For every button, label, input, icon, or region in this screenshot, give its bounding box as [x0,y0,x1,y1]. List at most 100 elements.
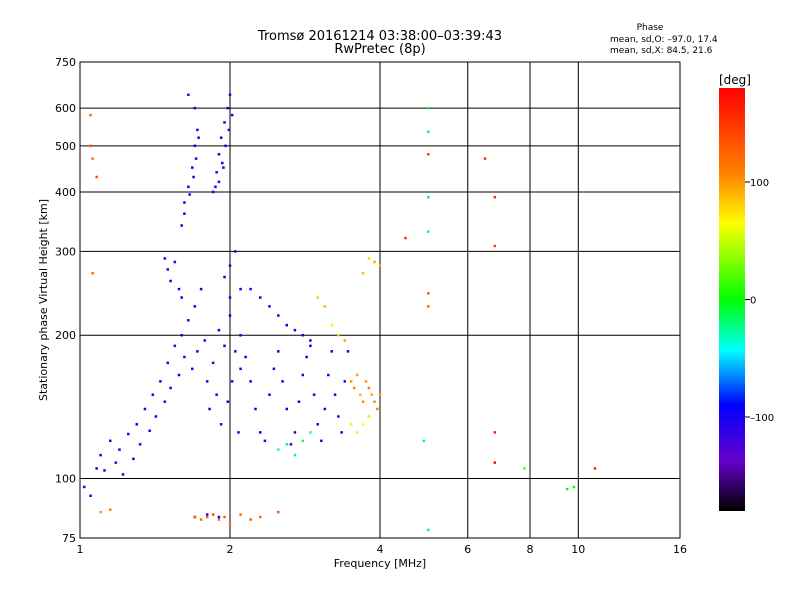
data-point [277,448,280,451]
data-point [355,373,359,377]
data-point [333,393,337,396]
colorbar-tick-label: 100 [750,178,769,189]
data-point [493,461,497,464]
data-point [249,518,252,521]
data-point [301,373,305,377]
colorbar-label: [deg] [719,73,751,87]
data-point [309,344,312,348]
data-point [316,296,319,299]
data-point [239,287,242,291]
data-point [285,443,289,446]
data-point [349,380,353,383]
data-point [272,367,276,371]
data-point [297,400,301,403]
data-point [108,508,112,511]
data-point [309,431,312,434]
data-points [83,93,597,532]
data-point [309,339,312,342]
data-point [169,279,172,283]
data-point [404,236,407,240]
data-point [219,423,223,426]
data-point [224,144,227,148]
y-tick-label: 100 [55,473,76,486]
colorbar-tick-label: –100 [750,413,774,424]
data-point [114,461,118,464]
data-point [289,443,293,446]
data-point [320,439,323,443]
data-point [215,393,218,396]
data-point [203,339,207,342]
data-point [173,260,177,264]
data-point [427,305,430,308]
x-tick-label: 16 [673,543,687,556]
data-point [361,423,365,426]
data-point [183,201,186,204]
data-point [301,333,305,337]
data-point [483,157,487,160]
data-point [343,339,347,342]
data-point [312,393,316,396]
data-point [281,380,284,383]
data-point [89,144,92,148]
data-point [237,431,240,434]
phase-stats-heading: Phase [637,23,664,33]
x-tick-label: 1 [77,543,84,556]
data-point [373,400,376,403]
data-point [228,93,232,97]
data-point [346,350,350,353]
data-point [228,523,232,526]
data-point [226,400,230,403]
data-point [223,515,226,519]
data-point [183,212,186,215]
data-point [154,415,158,418]
data-point [95,175,98,179]
data-point [427,195,430,199]
data-point [277,314,280,317]
data-point [337,415,340,418]
data-point [99,510,102,514]
data-point [211,361,215,365]
data-point [340,431,343,434]
data-point [493,244,497,248]
data-point [427,230,430,233]
data-point [177,287,181,291]
data-point [285,323,289,327]
data-point [180,224,183,227]
data-point [151,393,155,396]
grid-lines [80,62,680,538]
phase-stats-o: mean, sd,O: –97.0, 17.4 [610,35,718,45]
data-point [99,453,102,457]
colorbar-ticks: 100 0 –100 [745,178,774,424]
data-point [148,429,151,433]
y-axis-label: Stationary phase Virtual Height [km] [37,199,50,401]
data-point [193,106,197,110]
colorbar-tick-label: 0 [750,296,756,307]
data-point [293,453,297,457]
data-point [211,513,215,516]
data-point [177,373,181,377]
y-tick-label: 600 [55,102,76,115]
data-point [493,431,497,434]
data-point [427,106,430,110]
data-point [222,166,225,169]
data-point [188,193,191,196]
data-point [187,93,190,97]
data-point [217,180,221,184]
data-point [370,393,373,396]
data-point [199,287,203,291]
data-point [95,467,98,470]
data-point [217,515,221,519]
data-point [268,393,271,396]
data-point [205,513,209,516]
y-tick-label: 750 [55,56,76,69]
data-point [166,268,169,271]
x-tick-label: 6 [464,543,471,556]
data-point [219,136,223,139]
data-point [217,153,221,156]
y-tick-label: 75 [62,532,76,545]
data-point [427,130,430,134]
data-point [223,344,226,348]
chart-subtitle: RwPretec (8p) [334,42,425,57]
data-point [187,319,190,322]
